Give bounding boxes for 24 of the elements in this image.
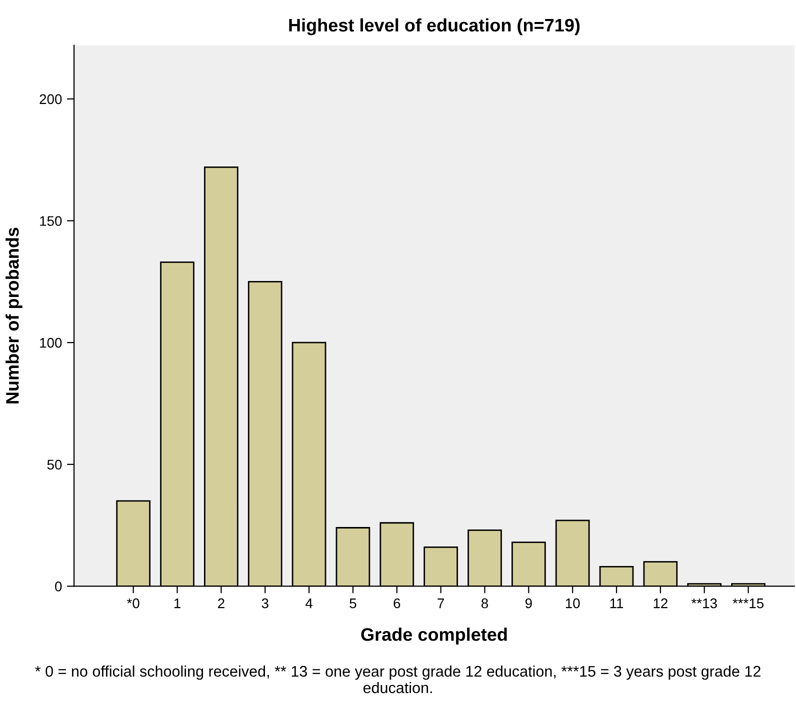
- x-tick-label: *0: [126, 598, 140, 608]
- x-tick-label: 10: [566, 598, 580, 608]
- x-axis-title: Grade completed: [361, 628, 507, 644]
- x-tick-label: 4: [305, 598, 312, 608]
- y-tick-label: 100: [40, 338, 62, 348]
- x-tick-label: 5: [350, 598, 356, 608]
- x-tick-label: 3: [262, 598, 268, 608]
- y-axis-title: Number of probands: [6, 228, 22, 404]
- x-tick-label: 1: [174, 598, 180, 608]
- x-tick-label: 8: [481, 598, 488, 608]
- y-tick-label: 150: [40, 216, 62, 226]
- y-tick-label: 0: [55, 582, 62, 592]
- x-tick-label: 2: [218, 598, 224, 608]
- y-tick-label: 50: [47, 460, 62, 470]
- x-tick-label: **13: [691, 598, 717, 608]
- chart-title: Highest level of education (n=719): [289, 18, 580, 36]
- x-tick-label: 11: [610, 598, 624, 608]
- x-tick-label: ***15: [732, 598, 764, 608]
- x-tick-label: 6: [394, 598, 400, 608]
- y-tick-label: 200: [40, 94, 62, 104]
- x-tick-label: 12: [654, 598, 668, 608]
- text: * 0 = no official schooling received, ** 13 = one year post grade 12 education, ***15 = 3 years post grade 12 education.: [35, 666, 760, 694]
- x-tick-label: 7: [438, 598, 444, 608]
- x-tick-label: 9: [525, 598, 532, 608]
